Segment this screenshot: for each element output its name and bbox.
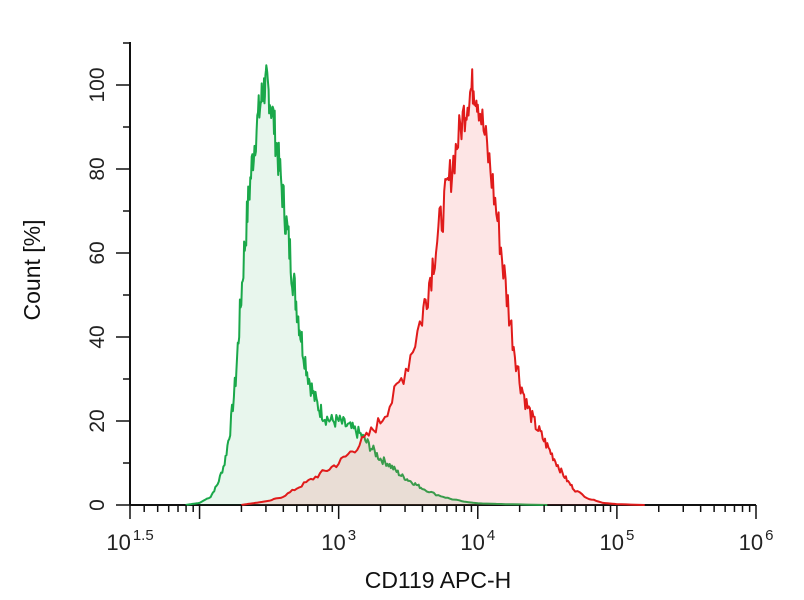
x-axis-ticks: 10 1.5 10 3 10 4 10 5 10 6	[106, 505, 773, 555]
y-tick-label: 80	[86, 157, 109, 180]
plot-frame	[129, 42, 756, 506]
x-tick-label: 10 4	[460, 527, 495, 555]
y-tick-label: 60	[86, 241, 109, 264]
series-0-line	[185, 64, 548, 506]
x-axis-title: CD119 APC-H	[365, 567, 512, 593]
y-axis-title: Count [%]	[19, 220, 45, 321]
series-layer	[185, 64, 645, 506]
x-tick-exponent: 5	[626, 527, 634, 544]
x-tick-base: 10	[321, 530, 345, 555]
x-tick-base: 10	[599, 530, 623, 555]
y-tick-label: 40	[86, 325, 109, 348]
y-tick-label: 100	[86, 67, 109, 102]
x-tick-base: 10	[106, 530, 130, 555]
x-tick-label: 10 6	[739, 527, 774, 555]
x-tick-label: 10 1.5	[106, 527, 153, 555]
x-tick-exponent: 6	[765, 527, 773, 544]
x-tick-base: 10	[460, 530, 484, 555]
series-0-area	[185, 65, 548, 506]
series-1-area	[241, 69, 645, 505]
x-tick-exponent: 3	[348, 527, 356, 544]
x-tick-base: 10	[739, 530, 763, 555]
x-tick-exponent: 4	[487, 527, 495, 544]
y-tick-label: 0	[86, 499, 109, 511]
y-tick-label: 20	[86, 409, 109, 432]
x-tick-exponent: 1.5	[133, 527, 154, 544]
series-1-line	[241, 68, 645, 506]
y-axis-ticks: 0 20 40 60 80 100	[86, 42, 130, 511]
x-tick-label: 10 5	[599, 527, 634, 555]
x-tick-label: 10 3	[321, 527, 356, 555]
